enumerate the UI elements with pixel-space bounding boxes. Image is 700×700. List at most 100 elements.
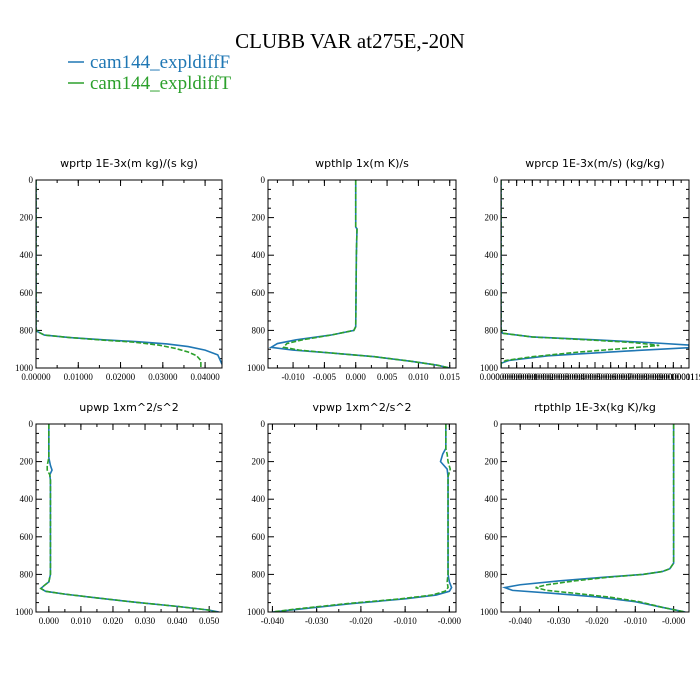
y-tick-label: 200	[485, 457, 499, 467]
legend-label-expldiffT: cam144_expldiffT	[90, 73, 231, 94]
series-line-cam144_expldiffF	[39, 424, 219, 612]
panel-3: wprcp 1E-3x(m/s) (kg/kg) 0 200 400 600 800 100…	[480, 157, 700, 382]
panel-1: wprtp 1E-3x(m kg)/(s kg) 0 200 400 600 800 100…	[15, 157, 223, 382]
series-line-cam144_expldiffF	[501, 424, 686, 612]
x-tick-label: 0.015	[440, 372, 461, 382]
series-line-cam144_expldiffT	[282, 180, 450, 368]
x-tick-label: 0.00000009	[621, 372, 664, 382]
x-tick-label: -0.010	[281, 372, 305, 382]
panels: wprtp 1E-3x(m kg)/(s kg) 0 200 400 600 800 100…	[15, 157, 700, 626]
series-group	[36, 180, 222, 368]
panel-title: upwp 1xm^2/s^2	[79, 401, 179, 414]
y-tick-label: 400	[252, 250, 266, 260]
x-tick-label: 0.00000003	[527, 372, 570, 382]
x-tick-label: -0.000	[438, 616, 462, 626]
x-tick-label: -0.020	[585, 616, 609, 626]
x-tick-label: -0.005	[313, 372, 337, 382]
x-tick-label: 0.020	[103, 616, 124, 626]
y-tick-label: 0	[29, 175, 34, 185]
y-tick-label: 200	[485, 213, 499, 223]
x-tick-label: -0.040	[509, 616, 533, 626]
y-tick-label: 1000	[15, 363, 34, 373]
panel-5: vpwp 1xm^2/s^2 0 200 400 600 800 1000-0.040 -0.…	[247, 401, 461, 626]
series-line-cam144_expldiffT	[36, 180, 202, 368]
legend-label-expldiffF: cam144_expldiffF	[90, 52, 230, 73]
y-tick-label: 600	[485, 288, 499, 298]
x-tick-label: 0.00000007	[589, 372, 632, 382]
x-tick-label: 0.03000	[148, 372, 178, 382]
x-tick-label: 0.00000001	[495, 372, 538, 382]
plot-frame	[267, 179, 457, 369]
x-tick-label: 0.040	[167, 616, 188, 626]
x-tick-label: 0.005	[377, 372, 398, 382]
x-tick-label: 0.00000004	[542, 372, 585, 382]
y-tick-label: 600	[485, 532, 499, 542]
y-tick-label: 1000	[15, 607, 34, 617]
plot-frame	[500, 179, 690, 369]
y-tick-label: 1000	[480, 607, 499, 617]
y-tick-label: 400	[485, 250, 499, 260]
x-tick-label: 0.00000002	[511, 372, 554, 382]
series-group	[268, 180, 450, 368]
y-tick-label: 0	[29, 419, 34, 429]
y-tick-label: 0	[494, 419, 499, 429]
legend: cam144_expldiffF cam144_expldiffT	[68, 52, 231, 94]
panel-6: rtpthlp 1E-3x(kg K)/kg02004006008001000-…	[480, 401, 690, 626]
panel-4: upwp 1xm^2/s^2 0 200 400 600 800 1000 0.000 0.01…	[15, 401, 223, 626]
y-tick-label: 800	[20, 569, 34, 579]
x-tick-label: 0.00000005	[558, 372, 601, 382]
x-tick-label: -0.030	[305, 616, 329, 626]
x-tick-label: 0.0000001199999	[657, 372, 700, 382]
panel-title: wprtp 1E-3x(m kg)/(s kg)	[60, 157, 198, 170]
series-line-cam144_expldiffF	[268, 180, 450, 368]
y-tick-label: 600	[252, 288, 266, 298]
series-group	[501, 180, 689, 368]
panel-title: wpthlp 1x(m K)/s	[315, 157, 409, 170]
y-tick-label: 400	[20, 250, 34, 260]
y-tick-label: 400	[252, 494, 266, 504]
series-group	[501, 424, 686, 612]
y-tick-label: 800	[485, 325, 499, 335]
plot-frame	[500, 423, 690, 613]
panel-2: wpthlp 1x(m K)/s 0 200 400 600 800 1000 -0.010-…	[247, 157, 460, 382]
x-tick-label: 0.000	[39, 616, 60, 626]
y-tick-label: 0	[261, 175, 266, 185]
series-line-cam144_expldiffT	[535, 424, 686, 612]
y-tick-label: 200	[252, 457, 266, 467]
series-line-cam144_expldiffF	[272, 424, 453, 612]
y-tick-label: 0	[494, 175, 499, 185]
x-tick-label: 0.030	[135, 616, 156, 626]
series-line-cam144_expldiffT	[501, 180, 660, 368]
y-tick-label: 0	[261, 419, 266, 429]
x-tick-label: 0.00000000	[480, 372, 523, 382]
y-tick-label: 400	[485, 494, 499, 504]
y-tick-label: 600	[252, 532, 266, 542]
x-tick-label: -0.040	[261, 616, 285, 626]
x-tick-label: 0.00000	[21, 372, 51, 382]
x-tick-label: -0.030	[547, 616, 571, 626]
x-tick-label: -0.020	[349, 616, 373, 626]
panel-title: vpwp 1xm^2/s^2	[312, 401, 411, 414]
plot-frame	[35, 179, 223, 369]
y-tick-label: 200	[20, 213, 34, 223]
x-tick-label: 0.00000010	[636, 372, 679, 382]
x-tick-label: 0.010	[71, 616, 92, 626]
y-tick-label: 600	[20, 288, 34, 298]
series-line-cam144_expldiffT	[39, 424, 216, 612]
panel-title: rtpthlp 1E-3x(kg K)/kg	[534, 401, 656, 414]
y-tick-label: 200	[252, 213, 266, 223]
plot-frame	[267, 423, 457, 613]
y-tick-label: 800	[252, 569, 266, 579]
x-tick-label: 0.02000	[106, 372, 136, 382]
y-tick-label: 1000	[247, 363, 266, 373]
x-tick-label: -0.010	[624, 616, 648, 626]
y-tick-label: 1000	[247, 607, 266, 617]
y-tick-label: 400	[20, 494, 34, 504]
series-group	[272, 424, 453, 612]
y-tick-label: 200	[20, 457, 34, 467]
y-tick-label: 1000	[480, 363, 499, 373]
series-line-cam144_expldiffF	[501, 180, 689, 368]
x-tick-label: -0.010	[394, 616, 418, 626]
y-tick-label: 800	[252, 325, 266, 335]
x-tick-label: 0.04000	[190, 372, 220, 382]
